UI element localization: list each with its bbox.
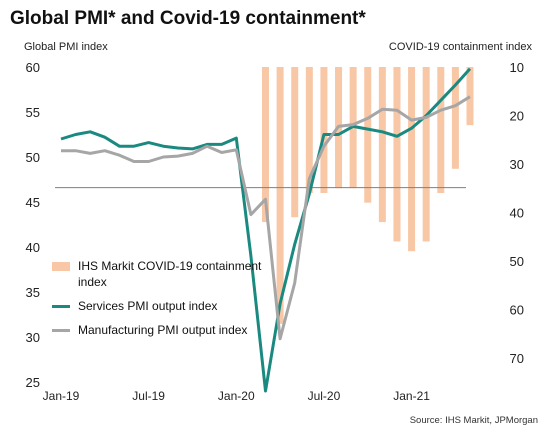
containment-bar-Mar-21 <box>437 67 445 193</box>
left-tick-35: 35 <box>26 285 40 300</box>
x-tick-Jul-20: Jul-20 <box>308 389 341 403</box>
containment-bar-May-21 <box>466 67 474 126</box>
containment-bar-Jul-20 <box>320 67 328 193</box>
containment-bar-Apr-20 <box>276 67 284 324</box>
containment-bar-Apr-21 <box>451 67 459 169</box>
legend-label-containment: IHS Markit COVID-19 containment index <box>78 259 262 289</box>
manufacturing-pmi-line <box>61 95 471 341</box>
x-tick-Jan-21: Jan-21 <box>393 389 430 403</box>
left-tick-25: 25 <box>26 375 40 390</box>
legend-item-services: Services PMI output index <box>52 298 282 314</box>
manufacturing-swatch <box>52 329 70 332</box>
containment-bar-Oct-20 <box>364 67 372 203</box>
right-tick-70: 70 <box>510 351 524 366</box>
right-tick-50: 50 <box>510 254 524 269</box>
containment-bar-Jun-20 <box>305 67 313 193</box>
right-tick-20: 20 <box>510 108 524 123</box>
right-tick-60: 60 <box>510 302 524 317</box>
legend-item-containment: IHS Markit COVID-19 containment index <box>52 258 282 290</box>
left-tick-45: 45 <box>26 195 40 210</box>
containment-swatch <box>52 262 70 271</box>
containment-bar-Mar-20 <box>262 67 269 223</box>
right-tick-30: 30 <box>510 157 524 172</box>
left-tick-60: 60 <box>26 60 40 75</box>
x-tick-Jul-19: Jul-19 <box>132 389 165 403</box>
chart-title: Global PMI* and Covid-19 containment* <box>10 8 366 29</box>
containment-bar-Nov-20 <box>378 67 386 223</box>
legend-label-manufacturing: Manufacturing PMI output index <box>78 323 248 337</box>
x-tick-Jan-19: Jan-19 <box>43 389 80 403</box>
source-note: Source: IHS Markit, JPMorgan <box>409 415 538 426</box>
services-pmi-line <box>60 67 472 393</box>
containment-bar-May-20 <box>291 67 299 218</box>
left-tick-40: 40 <box>26 240 40 255</box>
containment-bar-Feb-21 <box>422 67 430 242</box>
x-tick-Jan-20: Jan-20 <box>218 389 255 403</box>
right-tick-10: 10 <box>510 60 524 75</box>
services-swatch <box>52 305 70 308</box>
legend-label-services: Services PMI output index <box>78 299 218 313</box>
left-tick-50: 50 <box>26 150 40 165</box>
containment-bar-Dec-20 <box>393 67 401 242</box>
legend-item-manufacturing: Manufacturing PMI output index <box>52 322 282 338</box>
left-tick-55: 55 <box>26 105 40 120</box>
left-tick-30: 30 <box>26 330 40 345</box>
right-tick-40: 40 <box>510 205 524 220</box>
right-axis-label: COVID-19 containment index <box>388 41 532 53</box>
left-axis-label: Global PMI index <box>24 41 108 53</box>
containment-bar-Jan-21 <box>408 67 416 252</box>
legend: IHS Markit COVID-19 containment index Se… <box>52 258 282 346</box>
